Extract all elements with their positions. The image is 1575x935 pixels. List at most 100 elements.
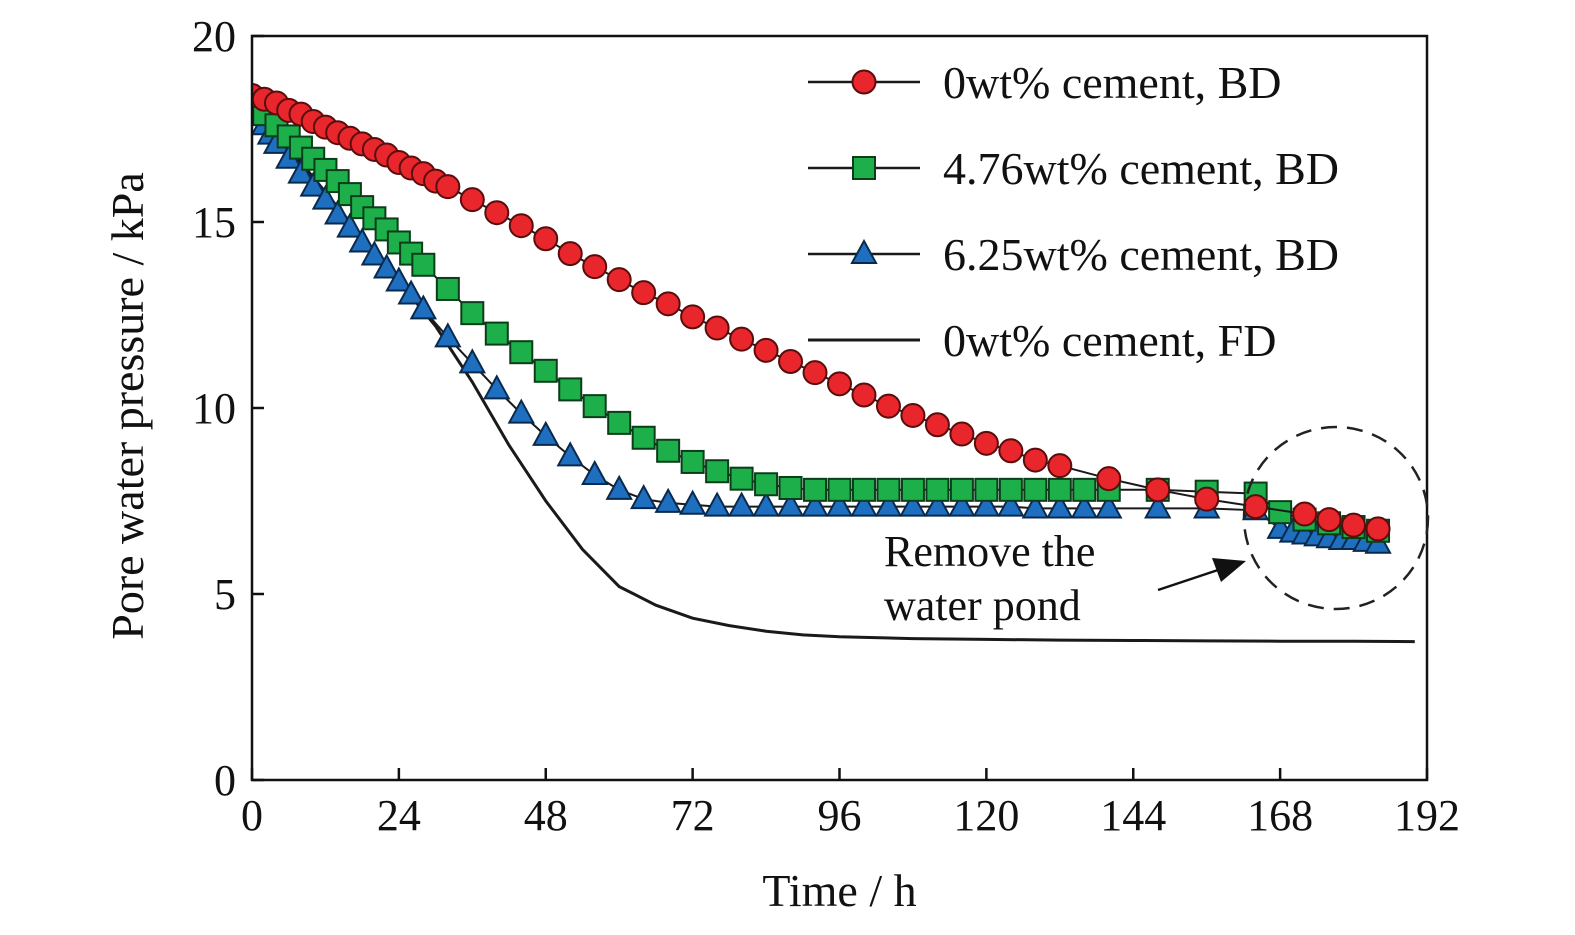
data-point xyxy=(948,491,976,517)
data-point xyxy=(972,491,1001,517)
data-point xyxy=(629,484,658,510)
data-point xyxy=(1047,453,1073,479)
data-point xyxy=(923,491,952,517)
data-point xyxy=(776,491,805,517)
data-point xyxy=(435,174,461,200)
data-point xyxy=(874,491,903,517)
data-point xyxy=(973,430,999,456)
data-point xyxy=(1023,477,1048,502)
x-tick-label: 120 xyxy=(953,791,1019,840)
data-point xyxy=(1047,477,1072,502)
data-point xyxy=(1365,516,1391,542)
data-point xyxy=(899,491,927,517)
data-point xyxy=(801,491,829,517)
x-tick-label: 48 xyxy=(524,791,568,840)
data-point xyxy=(754,472,779,497)
data-point xyxy=(606,267,632,293)
data-point xyxy=(435,276,460,301)
legend: 0wt% cement, BD 4.76wt% cement, BD 6.25wt%… xyxy=(808,57,1339,366)
data-point xyxy=(484,200,510,226)
data-point xyxy=(827,477,852,502)
data-point xyxy=(458,348,486,374)
data-point xyxy=(631,280,657,306)
data-point xyxy=(1144,493,1172,519)
legend-label: 4.76wt% cement, BD xyxy=(943,143,1339,194)
legend-label: 0wt% cement, BD xyxy=(943,57,1282,108)
data-point xyxy=(1145,477,1171,503)
data-point xyxy=(949,477,974,502)
legend-item: 6.25wt% cement, BD xyxy=(808,229,1339,280)
data-point xyxy=(336,212,364,238)
annotation-label: Remove the xyxy=(884,527,1095,576)
x-tick-label: 168 xyxy=(1247,791,1313,840)
series-0wt-cement-bd xyxy=(252,83,1391,542)
data-point xyxy=(434,322,462,348)
data-point xyxy=(704,315,730,341)
data-point xyxy=(680,304,706,330)
data-point xyxy=(900,477,925,502)
y-tick-label: 5 xyxy=(214,570,236,619)
annotation-arrow-shaft xyxy=(1157,568,1219,592)
data-point xyxy=(753,337,779,363)
plot-area xyxy=(252,83,1415,644)
data-point xyxy=(850,491,878,517)
data-point xyxy=(974,477,999,502)
data-point xyxy=(803,477,828,502)
legend-marker xyxy=(852,156,876,180)
data-point xyxy=(397,279,425,305)
data-point xyxy=(727,491,756,517)
series-6-25wt-cement-bd xyxy=(252,87,1392,554)
data-point xyxy=(532,420,560,446)
data-point xyxy=(459,187,485,213)
x-axis-title: Time / h xyxy=(762,865,916,916)
data-point xyxy=(557,241,583,267)
annotation-label: water pond xyxy=(884,581,1081,630)
data-point xyxy=(851,382,877,408)
dashed-circle xyxy=(1242,425,1430,611)
data-point xyxy=(825,491,854,517)
data-point xyxy=(778,349,804,374)
y-tick-label: 20 xyxy=(192,12,236,61)
data-point xyxy=(802,360,828,386)
data-point xyxy=(680,449,705,474)
data-point xyxy=(949,421,975,447)
x-tick-label: 192 xyxy=(1394,791,1460,840)
data-point xyxy=(827,371,852,397)
data-point xyxy=(900,402,926,428)
data-point xyxy=(1021,493,1050,519)
x-tick-label: 24 xyxy=(377,791,421,840)
y-axis-title: Pore water pressure / kPa xyxy=(102,172,153,640)
data-point xyxy=(409,294,438,320)
data-point xyxy=(507,398,535,424)
annotation-arrowhead xyxy=(1212,558,1246,582)
x-tick-label: 144 xyxy=(1100,791,1166,840)
data-point xyxy=(705,459,730,484)
x-tick-label: 72 xyxy=(671,791,715,840)
data-point xyxy=(997,491,1025,517)
data-point xyxy=(460,301,485,326)
data-point xyxy=(360,240,389,266)
legend-marker xyxy=(851,69,877,95)
data-point xyxy=(998,477,1023,502)
data-point xyxy=(1292,501,1318,527)
data-point xyxy=(607,410,632,435)
y-tick-label: 15 xyxy=(192,198,236,247)
data-point xyxy=(372,253,401,279)
data-point xyxy=(655,291,681,317)
data-point xyxy=(582,394,607,419)
data-point xyxy=(752,491,780,517)
data-point xyxy=(875,393,901,419)
legend-item: 0wt% cement, BD xyxy=(808,57,1282,108)
data-point xyxy=(656,438,681,463)
data-point xyxy=(654,487,682,513)
data-point xyxy=(1096,466,1122,492)
annotation: Remove the water pond xyxy=(884,425,1430,630)
data-point xyxy=(556,441,584,467)
data-point xyxy=(925,477,950,502)
data-point xyxy=(924,412,950,438)
data-point xyxy=(323,199,352,225)
data-point xyxy=(411,252,436,277)
data-point xyxy=(299,171,327,197)
data-point xyxy=(558,377,583,402)
